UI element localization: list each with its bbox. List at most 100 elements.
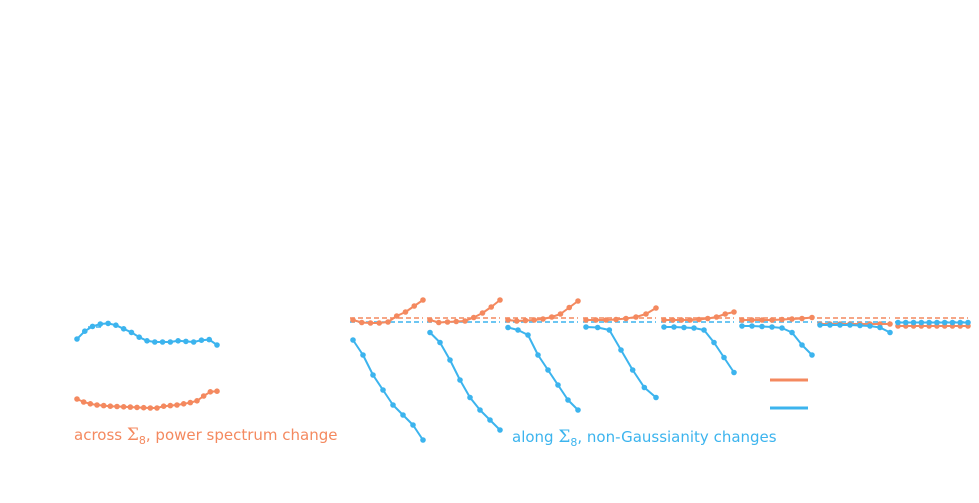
left-blue-point	[136, 334, 143, 341]
subplot-orange-point	[789, 316, 795, 322]
subplot-blue-point	[505, 324, 511, 331]
subplot-orange-point	[411, 303, 418, 309]
subplot-orange-point	[633, 314, 639, 320]
subplot-blue-point	[427, 329, 433, 336]
subplot-orange-point	[548, 314, 555, 320]
subplot-7	[817, 317, 893, 336]
subplot-blue-point	[691, 325, 697, 331]
subplot-orange-point	[799, 315, 805, 322]
left-blue-point	[175, 338, 181, 344]
left-blue-point	[105, 320, 111, 327]
subplot-blue-point	[437, 339, 443, 346]
subplot-blue-point	[618, 347, 624, 353]
left-blue-point	[159, 339, 166, 345]
subplot-blue-point	[641, 384, 648, 391]
subplot-blue-point	[895, 319, 901, 326]
subplot-orange-point	[444, 319, 451, 325]
left-orange-point	[87, 401, 94, 407]
subplot-blue-point	[555, 382, 561, 388]
subplot-blue-point	[545, 367, 551, 373]
subplot-blue-point	[477, 407, 483, 413]
subplot-orange-point	[749, 317, 755, 323]
subplot-orange-point	[678, 317, 685, 323]
subplot-blue-point	[957, 319, 964, 326]
subplot-blue-point	[926, 319, 932, 326]
left-orange-point	[167, 402, 174, 409]
left-blue-point	[144, 338, 150, 344]
subplot-blue-point	[420, 437, 426, 443]
subplot-orange-point	[488, 304, 495, 310]
subplot-blue-point	[400, 412, 406, 418]
subplot-blue-point	[759, 323, 765, 330]
subplot-orange-point	[435, 319, 442, 326]
subplot-orange-point	[653, 305, 659, 311]
subplot-orange-point	[722, 311, 729, 317]
subplot-2	[427, 297, 503, 433]
subplot-blue-point	[965, 319, 971, 326]
subplot-blue-point	[370, 372, 376, 378]
subplot-blue-point	[739, 323, 745, 329]
subplot-blue-point	[447, 357, 453, 363]
right-caption: along Σ8, non-Gaussianity changes	[512, 427, 777, 449]
left-orange-point	[94, 402, 100, 408]
subplot-orange-point	[687, 317, 694, 323]
subplot-blue-point	[390, 402, 396, 408]
subplot-blue-point	[867, 323, 873, 329]
subplot-blue-point	[731, 369, 737, 376]
subplot-blue-point	[817, 322, 823, 328]
subplot-blue-line	[664, 326, 735, 374]
subplot-orange-point	[427, 317, 433, 323]
left-panel	[74, 320, 220, 411]
subplot-blue-point	[887, 329, 893, 336]
subplot-blue-point	[877, 324, 883, 331]
subplot-blue-point	[575, 407, 581, 413]
subplot-orange-point	[713, 314, 720, 320]
subplot-blue-point	[653, 394, 659, 401]
subplot-blue-point	[749, 323, 755, 329]
subplot-5	[661, 309, 737, 376]
subplot-blue-point	[857, 322, 863, 329]
subplot-blue-point	[583, 324, 589, 330]
subplot-1	[350, 297, 426, 443]
subplot-orange-point	[603, 317, 609, 323]
left-blue-point	[81, 328, 88, 335]
left-blue-point	[128, 329, 135, 336]
subplot-blue-point	[457, 377, 463, 383]
subplot-blue-point	[902, 319, 909, 326]
left-orange-point	[147, 405, 154, 411]
subplot-orange-point	[420, 297, 426, 303]
subplot-blue-point	[711, 339, 717, 346]
subplot-blue-point	[918, 319, 925, 326]
subplot-blue-point	[721, 354, 727, 361]
subplot-orange-point	[623, 315, 629, 322]
left-blue-point	[89, 323, 96, 330]
subplot-orange-point	[367, 320, 374, 326]
right-panels	[350, 297, 971, 443]
left-orange-point	[120, 404, 127, 410]
left-orange-point	[74, 396, 80, 402]
left-blue-point	[167, 339, 174, 345]
left-blue-point	[198, 337, 205, 344]
subplot-blue-point	[661, 324, 667, 330]
subplot-blue-line	[742, 325, 813, 356]
subplot-orange-point	[769, 317, 775, 323]
left-orange-point	[160, 403, 167, 410]
left-orange-point	[80, 399, 87, 405]
left-orange-point	[154, 405, 160, 411]
subplot-orange-point	[593, 317, 599, 323]
subplot-blue-point	[847, 322, 853, 328]
left-orange-point	[174, 402, 180, 408]
left-orange-point	[194, 398, 200, 404]
subplot-orange-point	[393, 313, 400, 319]
subplot-orange-point	[385, 319, 391, 325]
left-blue-point	[214, 342, 220, 348]
left-blue-point	[190, 339, 197, 345]
subplot-blue-point	[789, 329, 795, 336]
left-orange-point	[134, 404, 140, 411]
subplot-orange-point	[669, 317, 676, 323]
subplot-orange-point	[613, 316, 619, 323]
subplot-blue-point	[934, 319, 940, 326]
subplot-orange-point	[661, 317, 667, 323]
left-orange-point	[100, 402, 107, 409]
left-orange-point	[114, 403, 120, 410]
